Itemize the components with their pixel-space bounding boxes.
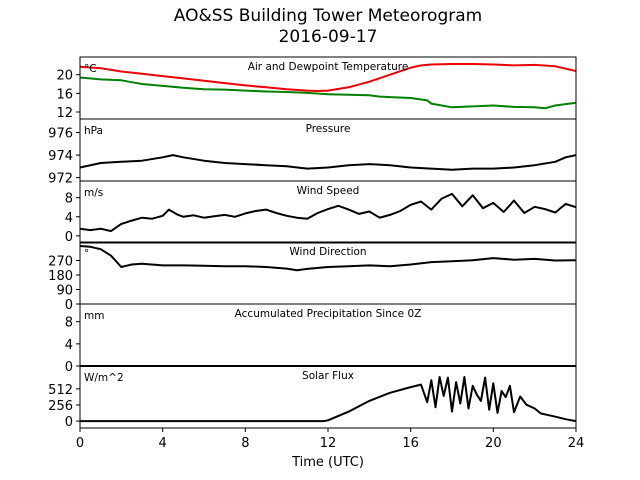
y-tick-label: 256 bbox=[48, 399, 73, 414]
panel-title: Air and Dewpoint Temperature bbox=[248, 61, 409, 73]
series-line-6-1 bbox=[80, 376, 577, 423]
y-tick-label: 90 bbox=[56, 284, 73, 299]
panel-title: Accumulated Precipitation Since 0Z bbox=[235, 308, 422, 320]
y-tick-label: 976 bbox=[48, 127, 73, 142]
y-tick-label: 270 bbox=[48, 255, 73, 270]
panel-frame-3 bbox=[79, 180, 577, 244]
chart-title: AO&SS Building Tower Meteorogram bbox=[173, 6, 483, 26]
y-tick-label: 16 bbox=[56, 87, 73, 102]
panel-title: Wind Direction bbox=[289, 246, 366, 258]
panel-unit: ° bbox=[84, 248, 89, 260]
x-axis-label: Time (UTC) bbox=[291, 455, 364, 470]
series-line-4-1 bbox=[79, 245, 577, 272]
panel-unit: °C bbox=[84, 63, 97, 75]
y-tick-label: 0 bbox=[65, 230, 73, 245]
panel-title: Pressure bbox=[306, 123, 351, 135]
chart-title-block: AO&SS Building Tower Meteorogram 2016-09… bbox=[0, 6, 640, 48]
panel-unit: hPa bbox=[84, 125, 103, 137]
series-line-3-1 bbox=[79, 192, 577, 233]
x-tick-label: 8 bbox=[241, 436, 249, 451]
y-tick-label: 180 bbox=[48, 269, 73, 284]
y-tick-label: 8 bbox=[65, 316, 73, 331]
series-line-2-1 bbox=[79, 154, 577, 171]
chart-subtitle: 2016-09-17 bbox=[278, 27, 378, 47]
y-tick-label: 974 bbox=[48, 149, 73, 164]
x-tick-label: 4 bbox=[159, 436, 167, 451]
y-tick-label: 0 bbox=[65, 298, 73, 313]
x-tick-label: 20 bbox=[485, 436, 502, 451]
y-tick-label: 512 bbox=[48, 383, 73, 398]
x-tick-label: 0 bbox=[76, 436, 84, 451]
panel-unit: W/m^2 bbox=[84, 372, 124, 384]
panel-unit: m/s bbox=[84, 187, 103, 199]
y-tick-label: 8 bbox=[65, 192, 73, 207]
y-tick-label: 4 bbox=[65, 211, 73, 226]
y-tick-label: 0 bbox=[65, 415, 73, 430]
panel-title: Solar Flux bbox=[302, 370, 354, 382]
y-tick-label: 972 bbox=[48, 172, 73, 187]
panel-unit: mm bbox=[84, 310, 104, 322]
y-tick-label: 0 bbox=[65, 360, 73, 375]
y-tick-label: 4 bbox=[65, 338, 73, 353]
x-tick-label: 16 bbox=[402, 436, 419, 451]
series-line-1-2 bbox=[79, 76, 577, 110]
y-tick-label: 20 bbox=[56, 69, 73, 84]
x-tick-label: 24 bbox=[568, 436, 585, 451]
y-tick-label: 12 bbox=[56, 106, 73, 121]
series-line-1-1 bbox=[79, 63, 577, 92]
panel-title: Wind Speed bbox=[297, 185, 360, 197]
x-tick-label: 12 bbox=[320, 436, 337, 451]
